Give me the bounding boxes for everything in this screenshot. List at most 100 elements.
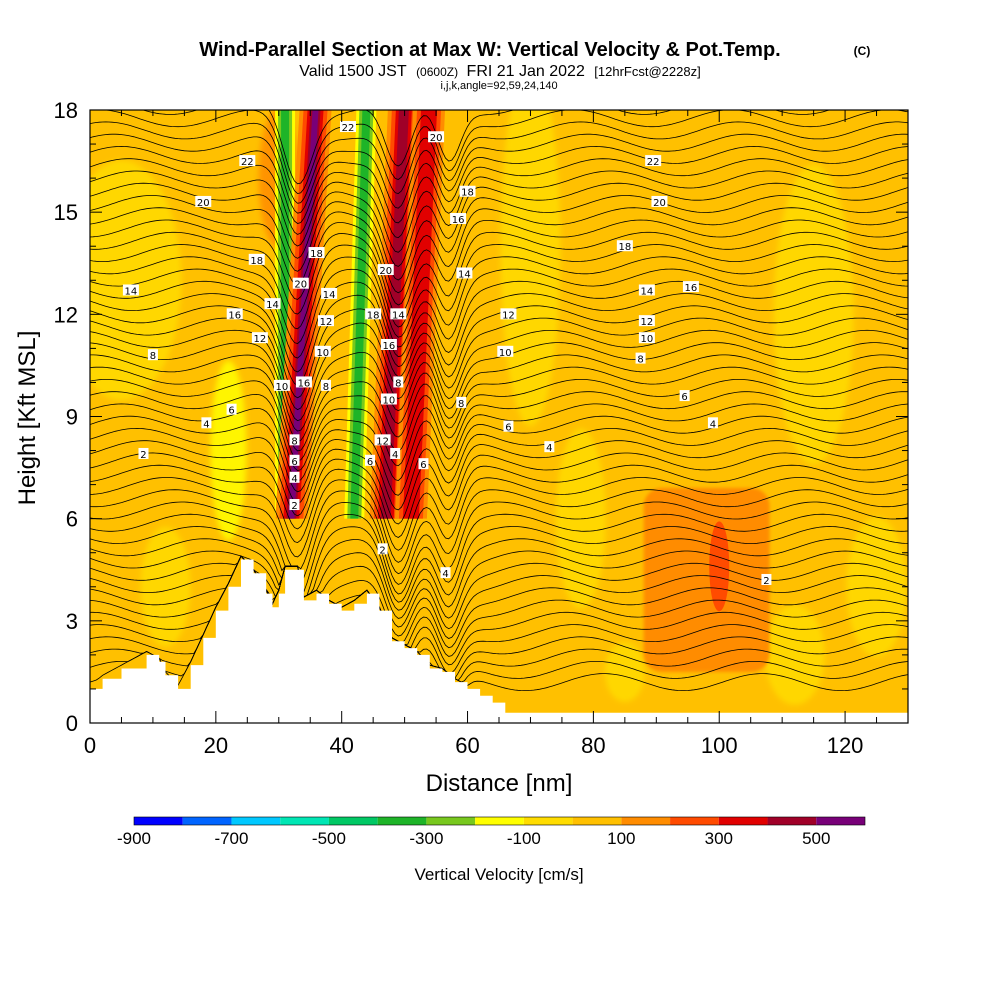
theta-contour-label-50: 12: [641, 317, 654, 328]
theta-contour-label-group-8: 18: [248, 253, 265, 267]
theta-contour-label-41: 12: [502, 310, 515, 321]
theta-contour-41: [90, 170, 908, 253]
theta-contour-label-51: 10: [641, 334, 654, 345]
colorbar-bin-14: [816, 817, 865, 825]
theta-contour-7: [90, 555, 908, 649]
theta-contour-label-group-48: 16: [682, 281, 699, 294]
theta-contour-label-box-29: [393, 376, 404, 388]
theta-contour-label-box-46: [651, 195, 668, 207]
theta-contour-label-box-5: [122, 284, 139, 296]
y-tick-label-4: 12: [54, 302, 78, 327]
theta-contour-label-group-13: 20: [292, 277, 309, 291]
theta-contour-label-group-29: 8: [393, 376, 404, 389]
theta-contour-29: [90, 317, 908, 411]
theta-contour-label-box-31: [365, 454, 376, 466]
theta-contour-label-box-32: [390, 447, 401, 459]
theta-contour-label-1: 4: [203, 419, 209, 430]
broad-updraft-region: [643, 488, 770, 672]
theta-contour-label-10: 22: [241, 157, 254, 168]
theta-contour-label-group-20: 6: [289, 454, 300, 468]
theta-contour-45: [90, 121, 908, 204]
theta-contour-label-box-10: [239, 155, 256, 167]
theta-contour-label-box-17: [314, 345, 331, 357]
theta-contour-label-box-38: [450, 212, 467, 224]
theta-contour-label-2: 6: [228, 406, 234, 417]
theta-contour-label-box-26: [380, 338, 397, 350]
theta-contour-label-box-28: [380, 393, 397, 405]
colorbar-tick-label-6: 300: [705, 829, 733, 848]
theta-contour-label-group-44: 4: [544, 441, 555, 454]
theta-contour-label-box-43: [503, 420, 514, 432]
theta-contour-28: [90, 329, 908, 422]
theta-contour-label-group-30: 12: [374, 434, 391, 447]
theta-contour-label-5: 14: [125, 286, 138, 297]
x-axis-label: Distance [nm]: [426, 770, 573, 797]
theta-contour-21: [90, 415, 908, 496]
theta-contour-label-box-53: [679, 390, 690, 402]
chart-subtitle: Valid 1500 JST (0600Z) FRI 21 Jan 2022 […: [299, 63, 700, 80]
theta-contour-label-27: 14: [392, 310, 405, 321]
theta-contour-label-group-27: 14: [390, 308, 407, 321]
velocity-patch-7: [764, 604, 825, 705]
theta-contour-label-group-22: 2: [289, 499, 300, 512]
theta-contour-label-group-47: 18: [616, 240, 633, 253]
theta-contour-label-group-49: 14: [638, 284, 655, 297]
x-tick-label-5: 100: [701, 733, 738, 758]
theta-contour-25: [90, 366, 908, 452]
theta-contour-label-54: 4: [710, 419, 716, 430]
theta-contour-label-group-6: 14: [264, 298, 281, 311]
theta-contour-label-box-3: [147, 349, 158, 361]
theta-contour-8: [90, 555, 908, 639]
theta-contour-label-group-39: 14: [456, 267, 473, 280]
theta-contour-9: [90, 555, 908, 630]
theta-contour-label-group-19: 8: [289, 434, 300, 447]
theta-contour-label-group-50: 12: [638, 315, 655, 328]
theta-contour-43: [90, 145, 908, 224]
theta-contour-label-group-45: 22: [645, 155, 662, 168]
theta-contour-33: [90, 268, 908, 359]
y-tick-label-1: 3: [66, 609, 78, 634]
axes: 0 20 40 60 80 100 120 0 3 6 9 12 15 18: [54, 98, 909, 758]
theta-contour-label-box-19: [289, 434, 300, 446]
theta-contour-label-box-49: [638, 284, 655, 296]
theta-contour-label-group-5: 14: [122, 284, 139, 297]
colorbar-bin-6: [426, 817, 476, 825]
theta-contour-label-box-27: [390, 308, 407, 320]
subtitle-forecast: [12hrFcst@2228z]: [594, 64, 700, 79]
theta-contour-label-47: 18: [618, 242, 631, 253]
theta-contour-label-group-15: 14: [321, 287, 338, 301]
colorbar-bin-1: [182, 817, 232, 825]
theta-contour-label-group-4: 12: [251, 332, 268, 345]
theta-contour-18: [90, 452, 908, 538]
theta-contour-label-group-53: 6: [679, 390, 690, 403]
theta-contour-label-group-26: 16: [380, 338, 397, 352]
theta-contour-label-23: 22: [342, 123, 355, 134]
theta-contour-label-group-17: 10: [314, 345, 331, 359]
theta-contour-14: [90, 501, 908, 585]
theta-contour-35: [90, 244, 908, 330]
theta-contour-label-group-9: 20: [195, 195, 212, 209]
x-tick-label-2: 40: [329, 733, 353, 758]
theta-contour-label-55: 2: [763, 576, 769, 587]
theta-contour-label-32: 4: [392, 450, 398, 461]
theta-contour-label-53: 6: [681, 392, 687, 403]
theta-contour-label-group-34: 6: [418, 458, 429, 471]
colorbar-bin-7: [475, 817, 524, 825]
theta-contour-label-box-18: [320, 379, 331, 391]
theta-contour-label-13: 20: [294, 280, 307, 291]
theta-contour-label-31: 6: [367, 457, 373, 468]
theta-contour-20: [90, 427, 908, 511]
theta-contour-label-7: 16: [228, 310, 241, 321]
theta-contour-10: [90, 550, 908, 619]
theta-contour-label-box-35: [440, 567, 451, 579]
theta-contour-label-group-35: 4: [440, 567, 451, 580]
theta-contour-label-box-44: [544, 441, 555, 453]
theta-contour-label-box-21: [289, 471, 300, 483]
theta-contour-label-group-1: 4: [201, 417, 212, 430]
theta-contour-label-group-28: 10: [380, 393, 397, 406]
theta-contour-34: [90, 256, 908, 344]
subtitle-date: FRI 21 Jan 2022: [467, 63, 585, 80]
